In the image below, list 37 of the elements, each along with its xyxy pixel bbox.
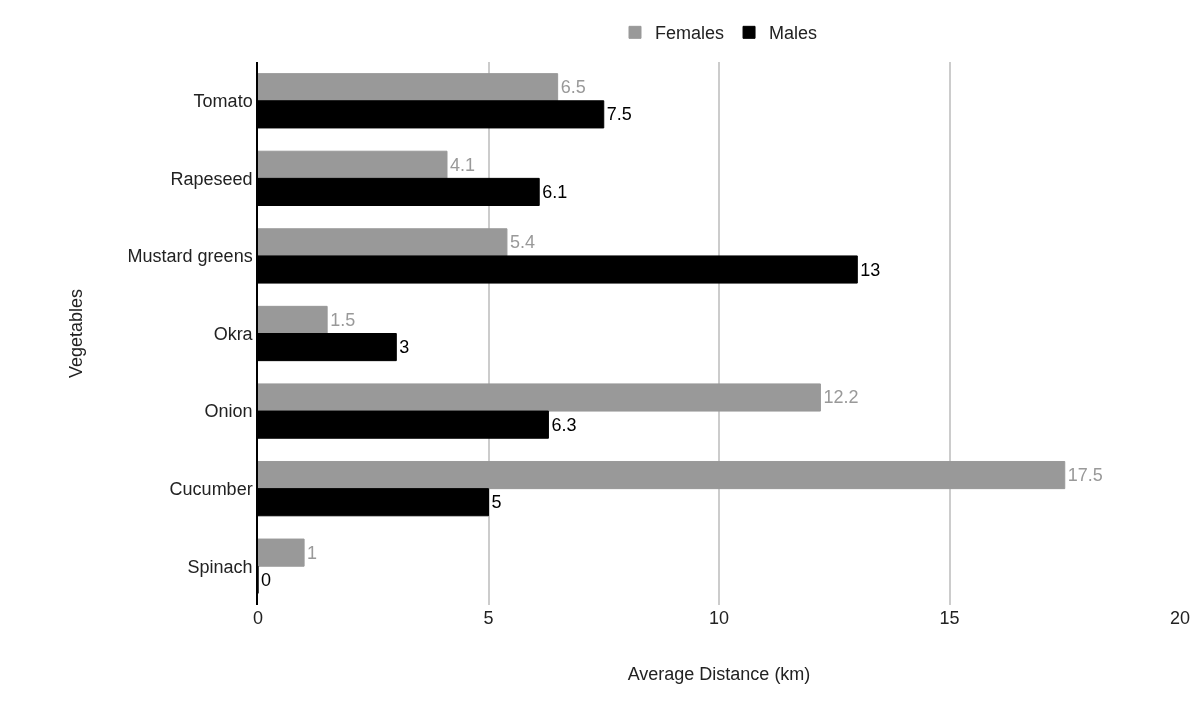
legend-label: Females bbox=[655, 23, 725, 44]
y-tick-label: Spinach bbox=[187, 556, 253, 577]
y-tick-label: Onion bbox=[204, 401, 253, 422]
bar bbox=[258, 228, 508, 257]
y-tick-label: Okra bbox=[213, 323, 254, 344]
x-axis-title: Average Distance (km) bbox=[627, 664, 811, 685]
data-label: 1 bbox=[307, 542, 318, 563]
y-axis-title: Vegetables bbox=[66, 288, 87, 379]
bar bbox=[258, 538, 305, 567]
data-label: 6.5 bbox=[560, 77, 586, 98]
data-label: 1.5 bbox=[330, 309, 356, 330]
x-tick-label: 20 bbox=[1169, 608, 1191, 628]
data-label: 0 bbox=[261, 569, 272, 590]
bar bbox=[258, 383, 821, 412]
bar bbox=[258, 460, 1066, 490]
legend-label: Males bbox=[769, 23, 818, 44]
data-label: 4.1 bbox=[450, 154, 476, 175]
x-tick-label: 0 bbox=[252, 608, 264, 628]
y-tick-label: Rapeseed bbox=[170, 168, 253, 189]
data-label: 17.5 bbox=[1067, 465, 1103, 486]
data-label: 7.5 bbox=[606, 104, 632, 125]
data-label: 5 bbox=[491, 492, 502, 513]
data-label: 6.1 bbox=[542, 181, 568, 202]
data-label: 12.2 bbox=[823, 387, 859, 408]
data-label: 5.4 bbox=[509, 232, 535, 253]
y-tick-label: Cucumber bbox=[169, 478, 253, 499]
bar bbox=[258, 150, 448, 179]
x-tick-label: 5 bbox=[483, 608, 494, 628]
bar bbox=[258, 305, 328, 334]
x-tick-label: 15 bbox=[939, 608, 960, 628]
data-label: 3 bbox=[399, 337, 410, 358]
bar bbox=[258, 73, 559, 102]
y-tick-label: Mustard greens bbox=[127, 246, 253, 267]
data-label: 6.3 bbox=[551, 414, 577, 435]
x-tick-label: 10 bbox=[708, 608, 730, 628]
y-tick-label: Tomato bbox=[193, 91, 253, 112]
data-label: 13 bbox=[860, 259, 881, 280]
